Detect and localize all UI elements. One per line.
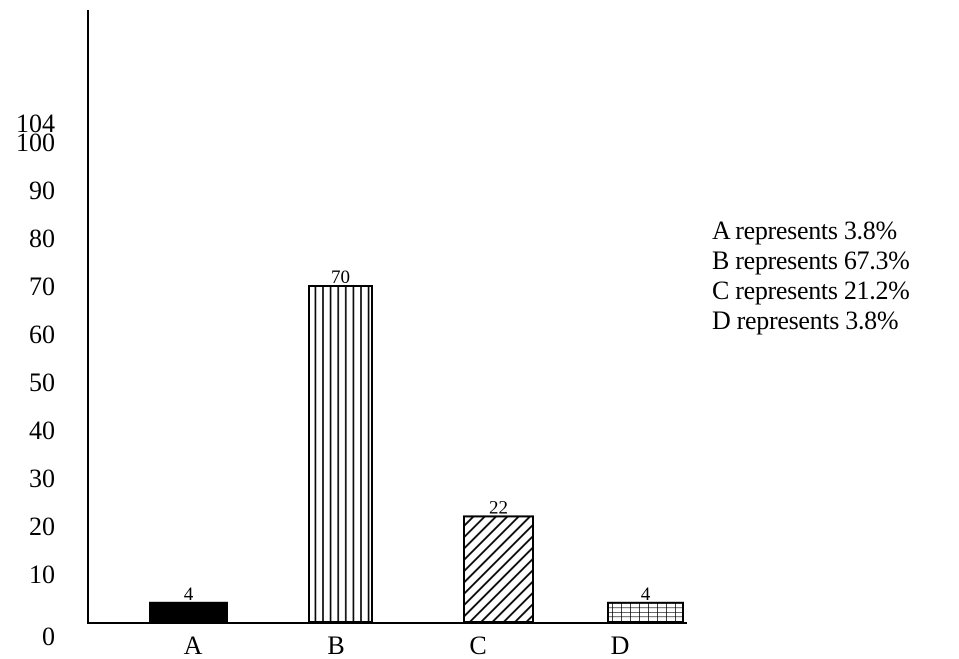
x-tick-label-a: A (184, 631, 203, 659)
y-tick-label: 80 (29, 224, 55, 253)
y-tick-label: 50 (29, 368, 55, 397)
legend-item-b: B represents 67.3% (712, 246, 910, 275)
y-tick-label: 0 (42, 622, 55, 651)
data-label-d: 4 (641, 584, 651, 605)
x-tick-label-d: D (611, 631, 630, 659)
x-tick-label-c: C (469, 631, 486, 659)
data-label-a: 4 (184, 584, 194, 605)
legend: A represents 3.8% B represents 67.3% C r… (712, 216, 910, 336)
bar-d (607, 601, 684, 623)
bar-c (463, 515, 534, 624)
legend-item-a: A represents 3.8% (712, 216, 897, 245)
x-tick-label-b: B (327, 631, 344, 659)
y-tick-label: 70 (29, 272, 55, 301)
y-tick-label: 100 (16, 128, 55, 157)
bar-a (149, 601, 228, 623)
y-tick-label: 90 (29, 176, 55, 205)
legend-item-c: C represents 21.2% (712, 276, 910, 305)
x-category-labels: A B C D (184, 631, 630, 659)
y-tick-label: 60 (29, 320, 55, 349)
y-tick-label: 40 (29, 416, 55, 445)
data-label-c: 22 (489, 497, 508, 518)
legend-item-d: D represents 3.8% (712, 306, 899, 335)
y-tick-label: 20 (29, 512, 55, 541)
y-tick-label: 10 (29, 560, 55, 589)
y-tick-label: 104 (16, 109, 55, 138)
bars (149, 285, 684, 624)
bar-b (308, 285, 373, 623)
data-labels: 4 70 22 4 (184, 267, 651, 605)
data-label-b: 70 (331, 267, 350, 288)
y-tick-label: 30 (29, 464, 55, 493)
